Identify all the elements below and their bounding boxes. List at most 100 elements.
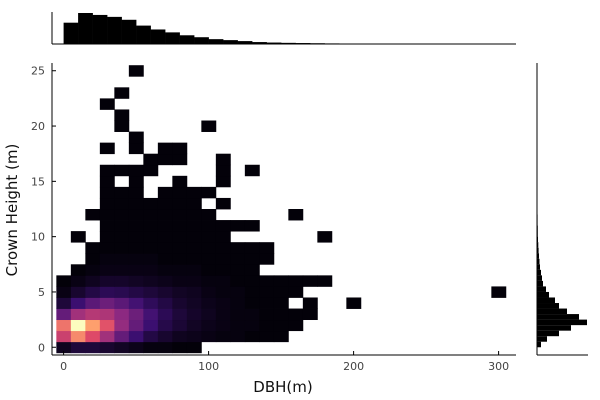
x-marginal-bar xyxy=(165,32,180,44)
heatmap-cell xyxy=(186,209,202,221)
heatmap-cell xyxy=(56,297,72,309)
heatmap-cell xyxy=(172,209,188,221)
heatmap-cell xyxy=(114,319,130,332)
heatmap-cell xyxy=(172,275,188,287)
heatmap-cell xyxy=(70,231,86,243)
heatmap-cell xyxy=(201,231,217,243)
heatmap-cell xyxy=(70,264,86,276)
x-marginal-bar xyxy=(136,25,151,44)
heatmap-cell xyxy=(215,197,231,210)
x-tick-label: 100 xyxy=(198,360,219,373)
heatmap-cell xyxy=(244,286,260,298)
heatmap-cell xyxy=(230,308,246,321)
x-marginal-bar xyxy=(92,14,108,44)
heatmap-cell xyxy=(172,186,188,199)
x-tick-label: 300 xyxy=(488,360,509,373)
heatmap-cell xyxy=(172,286,188,298)
y-tick-label: 10 xyxy=(31,231,45,244)
heatmap-cell xyxy=(128,209,144,221)
heatmap-cell xyxy=(172,220,188,232)
heatmap-cell xyxy=(56,319,72,332)
y-marginal-bar xyxy=(537,297,555,304)
heatmap-cell xyxy=(259,253,275,265)
x-marginal-histogram xyxy=(51,12,516,45)
heatmap-cell xyxy=(143,308,159,321)
heatmap-cell xyxy=(114,264,130,276)
heatmap-cell xyxy=(244,164,260,177)
heatmap-cell xyxy=(157,341,173,354)
heatmap-cell xyxy=(201,297,217,309)
heatmap-cell xyxy=(273,330,289,343)
y-marginal-histogram xyxy=(536,63,588,356)
heatmap-cell xyxy=(230,286,246,298)
heatmap-cell xyxy=(201,275,217,287)
y-marginal-bar xyxy=(537,214,538,226)
y-marginal-bar xyxy=(537,341,541,348)
heatmap-cell xyxy=(85,297,101,309)
heatmap-cell xyxy=(99,297,115,309)
heatmap-cell xyxy=(128,308,144,321)
heatmap-cell xyxy=(186,286,202,298)
heatmap-cell xyxy=(288,319,304,332)
heatmap-cell xyxy=(70,286,86,298)
y-marginal-bar xyxy=(537,291,549,298)
y-tick-label: 0 xyxy=(38,341,45,354)
heatmap-cell xyxy=(157,153,173,166)
heatmap-cell xyxy=(114,330,130,343)
x-marginal-bar xyxy=(310,43,325,44)
heatmap-cell xyxy=(157,297,173,309)
x-marginal-bar xyxy=(223,40,238,44)
heatmap-cell xyxy=(172,175,188,188)
y-marginal-bar xyxy=(537,286,546,292)
heatmap-cell xyxy=(244,242,260,254)
heatmap-cell xyxy=(244,330,260,343)
x-marginal-bar xyxy=(78,13,93,44)
heatmap-cell xyxy=(186,341,202,354)
x-marginal-bar xyxy=(281,42,296,44)
heatmap-cell xyxy=(157,220,173,232)
heatmap-cell xyxy=(85,308,101,321)
y-marginal-bar xyxy=(537,253,539,259)
heatmap-cell xyxy=(244,253,260,265)
heatmap-cell xyxy=(157,209,173,221)
heatmap-cell xyxy=(201,319,217,332)
heatmap-cell xyxy=(99,197,115,210)
heatmap-cell xyxy=(114,197,130,210)
heatmap-cell xyxy=(128,253,144,265)
heatmap-cell xyxy=(172,264,188,276)
heatmap-cell xyxy=(288,286,304,298)
y-marginal-bar xyxy=(537,325,571,331)
x-marginal-bar xyxy=(208,39,224,44)
heatmap-cell xyxy=(201,242,217,254)
heatmap-cell xyxy=(230,330,246,343)
heatmap-cell xyxy=(114,253,130,265)
heatmap-cell xyxy=(128,65,144,77)
heatmap-cell xyxy=(85,242,101,254)
heatmap-cell xyxy=(172,253,188,265)
heatmap-cell xyxy=(114,186,130,199)
heatmap-cell xyxy=(114,297,130,309)
heatmap-cell xyxy=(186,330,202,343)
heatmap-cell xyxy=(143,153,159,166)
y-marginal-bar xyxy=(537,303,559,309)
heatmap-cell xyxy=(128,220,144,232)
heatmap-cell xyxy=(85,275,101,287)
heatmap-cell xyxy=(70,341,86,354)
heatmap-cell xyxy=(56,275,72,287)
heatmap-cell xyxy=(172,197,188,210)
x-marginal-bar xyxy=(121,19,137,44)
heatmap-cell xyxy=(186,319,202,332)
y-tick-label: 25 xyxy=(31,65,45,78)
heatmap-cell xyxy=(157,330,173,343)
heatmap-cell xyxy=(114,308,130,321)
heatmap-cell xyxy=(157,264,173,276)
y-tick-label: 15 xyxy=(31,175,45,188)
heatmap-cell xyxy=(99,209,115,221)
heatmap-cell xyxy=(114,275,130,287)
heatmap-cell xyxy=(99,142,115,155)
heatmap-cell xyxy=(128,341,144,354)
x-marginal-bar xyxy=(63,22,79,44)
heatmap-cell xyxy=(128,164,144,177)
heatmap-cell xyxy=(143,297,159,309)
